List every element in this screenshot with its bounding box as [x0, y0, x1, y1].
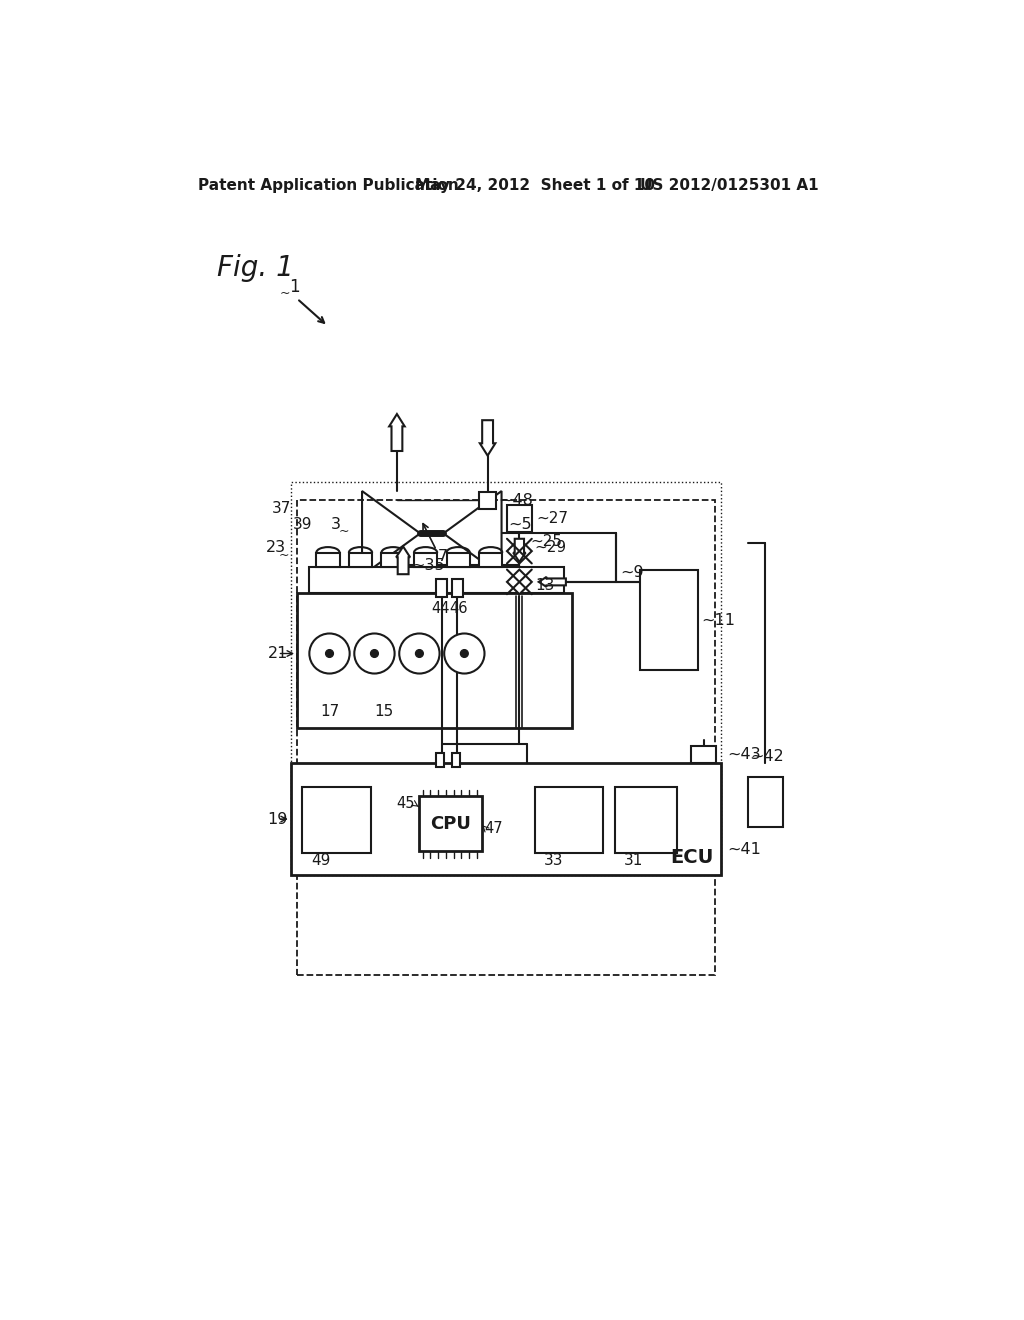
Bar [452, 752, 460, 767]
Text: ~11: ~11 [701, 612, 735, 628]
Text: Fig. 1: Fig. 1 [217, 253, 294, 281]
Bar [291, 482, 721, 875]
Bar [419, 796, 482, 851]
Bar [316, 553, 340, 566]
Text: 19: 19 [267, 812, 288, 826]
Circle shape [444, 634, 484, 673]
Bar [297, 594, 572, 729]
FancyArrow shape [396, 546, 410, 574]
Text: Patent Application Publication: Patent Application Publication [198, 178, 459, 193]
Circle shape [461, 649, 468, 657]
Bar [436, 752, 444, 767]
Text: ~9: ~9 [621, 565, 644, 581]
FancyArrow shape [513, 539, 525, 562]
Text: 33: 33 [544, 853, 563, 869]
Text: 46: 46 [449, 602, 467, 616]
Bar [308, 566, 564, 594]
Bar [479, 492, 496, 508]
Bar [436, 579, 447, 598]
Text: 47: 47 [484, 821, 503, 836]
Circle shape [371, 649, 378, 657]
Circle shape [309, 634, 349, 673]
Text: 13: 13 [535, 578, 554, 593]
Text: ~43: ~43 [727, 747, 761, 762]
Bar [297, 499, 715, 974]
Polygon shape [507, 570, 531, 594]
Text: 21: 21 [267, 645, 288, 661]
Bar [691, 746, 716, 763]
Circle shape [399, 634, 439, 673]
Text: ~27: ~27 [537, 511, 568, 527]
Text: ~5: ~5 [508, 516, 531, 532]
Circle shape [416, 649, 423, 657]
Bar [535, 788, 603, 853]
Text: ~: ~ [280, 548, 290, 561]
Bar [381, 553, 404, 566]
Bar [479, 553, 503, 566]
Bar [640, 570, 697, 671]
Text: ~29: ~29 [535, 540, 567, 554]
Text: 37: 37 [271, 502, 291, 516]
Text: ~41: ~41 [727, 842, 761, 858]
Bar [302, 788, 371, 853]
Text: 49: 49 [311, 853, 331, 869]
Text: 7: 7 [438, 549, 449, 564]
Text: 3: 3 [331, 516, 341, 532]
Text: ~: ~ [339, 524, 349, 537]
Text: May 24, 2012  Sheet 1 of 10: May 24, 2012 Sheet 1 of 10 [415, 178, 654, 193]
Bar [414, 553, 437, 566]
Bar [349, 553, 372, 566]
FancyArrow shape [389, 414, 404, 451]
Text: US 2012/0125301 A1: US 2012/0125301 A1 [640, 178, 818, 193]
Bar [452, 579, 463, 598]
Text: 1: 1 [289, 279, 300, 296]
Bar [291, 763, 721, 875]
Text: CPU: CPU [430, 814, 471, 833]
Text: ~35: ~35 [411, 558, 444, 573]
Text: ~25: ~25 [530, 533, 562, 549]
FancyArrow shape [539, 577, 566, 587]
Bar [446, 553, 470, 566]
Circle shape [326, 649, 334, 657]
Text: ECU: ECU [670, 847, 713, 867]
Polygon shape [507, 539, 531, 564]
Circle shape [354, 634, 394, 673]
Text: 31: 31 [624, 853, 643, 869]
Text: ~42: ~42 [751, 750, 784, 764]
Text: 45: 45 [396, 796, 415, 812]
Text: 23: 23 [266, 540, 286, 554]
FancyArrow shape [480, 420, 496, 455]
Text: ~48: ~48 [500, 492, 534, 508]
Text: 39: 39 [293, 516, 312, 532]
Text: 15: 15 [375, 704, 393, 719]
Bar [614, 788, 677, 853]
Text: 17: 17 [321, 704, 339, 719]
Text: 44: 44 [432, 602, 451, 616]
Bar [507, 506, 531, 532]
Bar [748, 776, 783, 826]
Text: ~: ~ [280, 286, 291, 300]
